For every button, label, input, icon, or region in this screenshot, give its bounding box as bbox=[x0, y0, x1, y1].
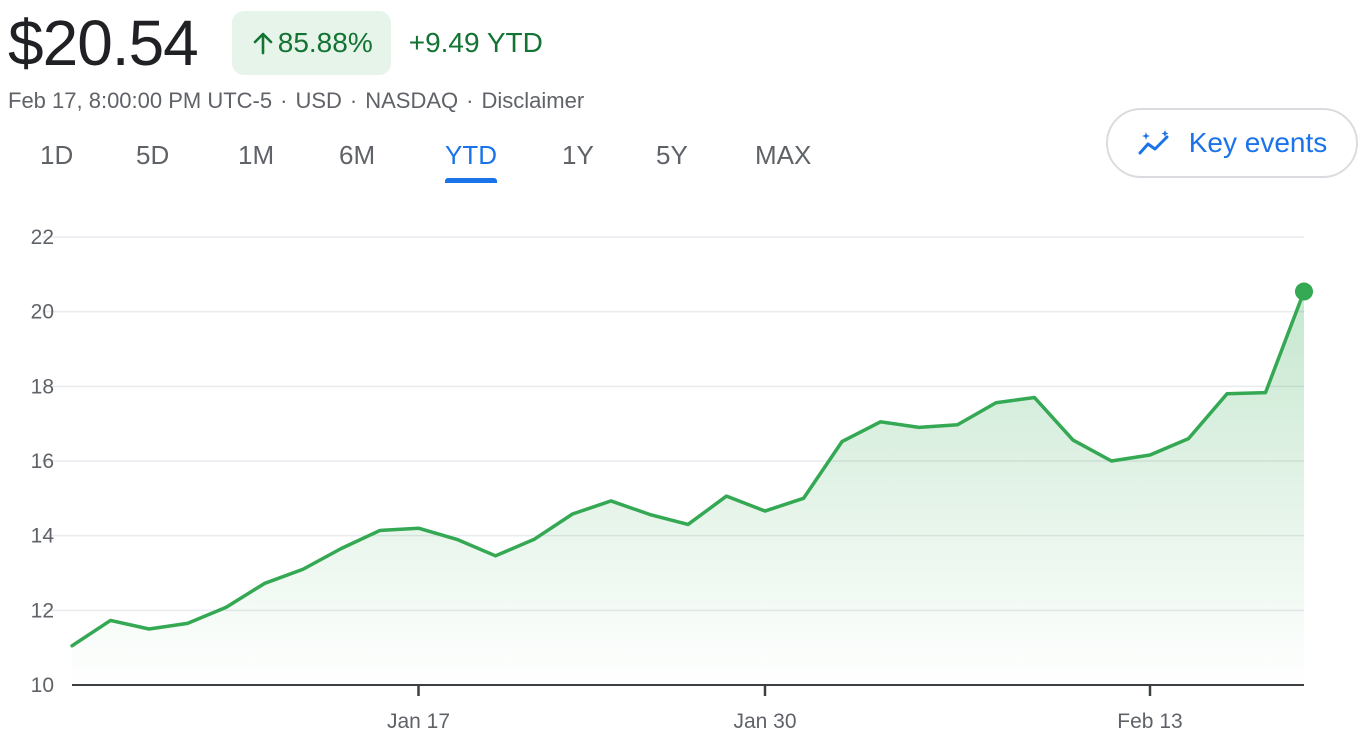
range-tab-5d[interactable]: 5D bbox=[136, 136, 169, 175]
last-price-point bbox=[1295, 282, 1313, 301]
range-tab-ytd[interactable]: YTD bbox=[445, 136, 497, 183]
x-tick-label: Jan 17 bbox=[387, 710, 450, 733]
sparkle-trend-icon bbox=[1137, 129, 1173, 157]
timestamp: Feb 17, 8:00:00 PM UTC-5 bbox=[8, 88, 273, 113]
range-tab-label: 5Y bbox=[656, 140, 688, 170]
quote-header: $20.54 85.88% +9.49 YTD bbox=[8, 0, 543, 80]
range-tab-5y[interactable]: 5Y bbox=[656, 136, 688, 175]
y-tick-label: 18 bbox=[31, 375, 54, 398]
range-tab-label: YTD bbox=[445, 140, 497, 170]
range-tab-label: 1Y bbox=[562, 140, 594, 170]
price-line bbox=[70, 289, 1306, 648]
x-tick-label: Jan 30 bbox=[733, 710, 796, 733]
x-axis: Jan 17 Jan 30 Feb 13 bbox=[72, 684, 1304, 733]
y-tick-label: 22 bbox=[31, 226, 54, 249]
point-layer bbox=[1295, 282, 1313, 301]
percent-change-badge: 85.88% bbox=[231, 11, 391, 75]
y-tick-label: 16 bbox=[31, 450, 54, 473]
quote-meta: Feb 17, 8:00:00 PM UTC-5 · USD · NASDAQ · Disc… bbox=[8, 88, 584, 114]
range-tab-1y[interactable]: 1Y bbox=[562, 136, 594, 175]
range-tab-label: MAX bbox=[755, 140, 812, 170]
range-tab-max[interactable]: MAX bbox=[755, 136, 811, 175]
exchange: NASDAQ bbox=[365, 88, 459, 113]
meta-separator: · bbox=[280, 88, 288, 113]
area-layer bbox=[72, 291, 1304, 685]
price-chart[interactable]: 10 12 14 16 18 20 22 Jan 17 Jan 30 Feb 13 bbox=[0, 200, 1370, 752]
range-tab-label: 6M bbox=[339, 140, 376, 170]
range-tab-1d[interactable]: 1D bbox=[40, 136, 73, 175]
absolute-change: +9.49 YTD bbox=[408, 27, 543, 58]
key-events-label: Key events bbox=[1188, 127, 1328, 158]
percent-change-value: 85.88% bbox=[277, 27, 373, 58]
y-axis-labels: 10 12 14 16 18 20 22 bbox=[31, 226, 55, 697]
range-tab-label: 1M bbox=[238, 140, 275, 170]
currency: USD bbox=[295, 88, 342, 113]
y-tick-label: 14 bbox=[31, 525, 55, 548]
line-layer bbox=[70, 289, 1306, 648]
y-tick-label: 12 bbox=[31, 599, 54, 622]
meta-separator: · bbox=[349, 88, 358, 113]
current-price: $20.54 bbox=[8, 7, 199, 79]
y-tick-label: 20 bbox=[31, 301, 54, 324]
area-fill bbox=[72, 291, 1304, 685]
active-indicator bbox=[445, 178, 497, 183]
key-events-button[interactable]: Key events bbox=[1106, 108, 1358, 178]
x-tick-label: Feb 13 bbox=[1117, 710, 1182, 733]
range-tab-1m[interactable]: 1M bbox=[238, 136, 274, 175]
arrow-up-icon bbox=[252, 31, 274, 55]
meta-separator: · bbox=[466, 88, 474, 113]
range-tab-label: 1D bbox=[40, 140, 74, 170]
y-tick-label: 10 bbox=[31, 674, 54, 697]
range-tab-label: 5D bbox=[136, 140, 170, 170]
range-tab-6m[interactable]: 6M bbox=[339, 136, 375, 175]
disclaimer-link[interactable]: Disclaimer bbox=[481, 88, 585, 113]
